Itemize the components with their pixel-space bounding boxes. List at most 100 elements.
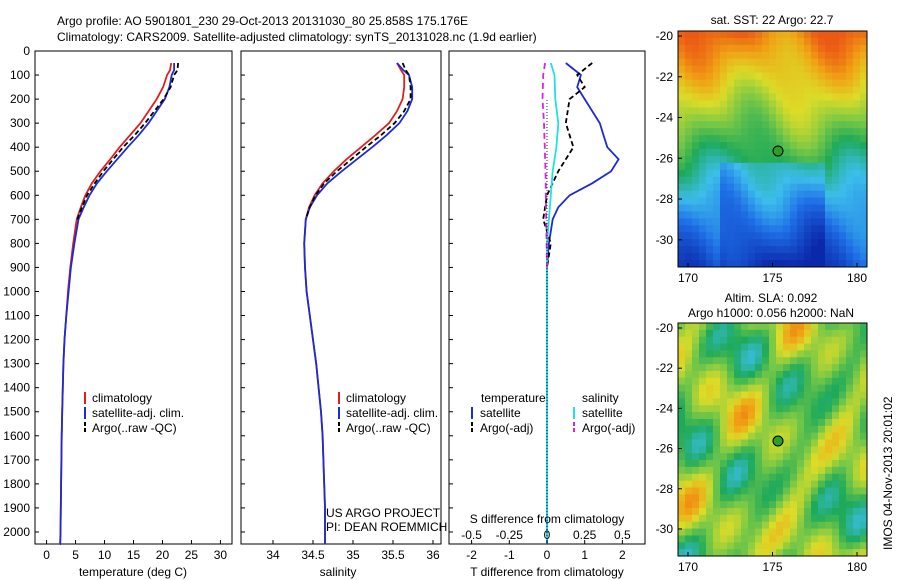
- sst-map-cell: [769, 79, 777, 88]
- sst-map-cell: [741, 225, 749, 233]
- sst-map-cell: [839, 128, 847, 136]
- sst-map-cell: [790, 31, 798, 39]
- sst-map-cell: [748, 225, 756, 233]
- sla-map-cell: [748, 377, 756, 386]
- sla-map-cell: [818, 439, 826, 447]
- sst-map-cell: [853, 183, 861, 192]
- sla-map-cell: [804, 364, 812, 372]
- sla-map-cell: [839, 508, 847, 516]
- sla-map-cell: [748, 501, 756, 509]
- sst-map-cell: [699, 225, 707, 233]
- sst-map-cell: [692, 79, 700, 88]
- sla-map-cell: [748, 446, 756, 454]
- sst-map-cell: [839, 58, 847, 67]
- sla-map-cell: [748, 460, 756, 468]
- depth-tick-label: 1600: [3, 429, 30, 443]
- sla-map-cell: [846, 357, 854, 365]
- sla-map-title-line1: Altim. SLA: 0.092: [725, 291, 818, 305]
- sla-map-cell: [762, 508, 770, 516]
- sla-map-cell: [678, 535, 686, 543]
- sst-map-cell: [755, 197, 763, 206]
- sst-map-cell: [748, 72, 756, 81]
- s-tick-label: 0.5: [614, 528, 631, 542]
- sla-map-cell: [706, 535, 714, 543]
- sst-map-cell: [741, 86, 749, 94]
- sla-map-cell: [706, 343, 714, 351]
- sla-map-cell: [832, 473, 840, 482]
- sla-map-cell: [741, 501, 749, 509]
- sst-map-cell: [811, 218, 819, 226]
- sla-map-cell: [678, 466, 686, 475]
- sla-map-cell: [804, 343, 812, 351]
- sla-map-cell: [783, 412, 791, 420]
- sst-map-cell: [741, 142, 749, 150]
- sla-map-cell: [692, 501, 700, 509]
- sla-map-cell: [741, 514, 749, 523]
- sst-map-cell: [678, 190, 686, 199]
- sla-map-cell: [713, 528, 721, 536]
- sst-map-cell: [804, 253, 812, 261]
- sla-map-cell: [853, 432, 861, 440]
- sst-map-cell: [825, 31, 833, 39]
- sla-map-cell: [818, 357, 826, 365]
- sst-map-cell: [832, 169, 840, 178]
- sst-map-cell: [804, 44, 812, 53]
- sst-map-cell: [720, 190, 728, 199]
- sst-map-cell: [762, 51, 770, 60]
- sla-map-cell: [692, 453, 700, 461]
- sst-map-cell: [699, 162, 707, 171]
- sst-map-cell: [755, 260, 763, 268]
- sla-map-cell: [853, 466, 861, 475]
- sla-map-cell: [762, 480, 770, 488]
- sst-map-cell: [818, 218, 826, 226]
- sst-map-cell: [755, 44, 763, 53]
- sla-map-cell: [755, 391, 763, 399]
- sst-map-cell: [720, 128, 728, 136]
- sla-map-cell: [755, 466, 763, 475]
- sst-map-cell: [783, 211, 791, 219]
- sst-map-cell: [762, 93, 770, 101]
- sst-map-cell: [804, 211, 812, 219]
- sla-map-cell: [804, 521, 812, 530]
- sla-map-cell: [699, 494, 707, 502]
- sst-map-cell: [692, 162, 700, 171]
- sst-map-cell: [818, 44, 826, 53]
- sla-map-cell: [797, 391, 805, 399]
- sst-map-cell: [762, 149, 770, 157]
- sla-map-cell: [762, 494, 770, 502]
- sst-map-cell: [734, 51, 742, 60]
- sst-map-cell: [825, 58, 833, 67]
- sla-map-cell: [860, 501, 868, 509]
- sst-map-cell: [818, 232, 826, 240]
- sla-map-cell: [790, 432, 798, 440]
- sst-map-cell: [692, 128, 700, 136]
- sst-map-cell: [706, 93, 714, 101]
- sst-map-cell: [685, 44, 693, 53]
- sst-map-cell: [748, 79, 756, 88]
- sst-map-cell: [811, 37, 819, 46]
- sla-map-cell: [769, 521, 777, 530]
- sla-map-cell: [762, 446, 770, 454]
- sla-map-cell: [678, 528, 686, 536]
- sst-map-cell: [860, 176, 868, 185]
- sla-map-cell: [776, 336, 784, 345]
- sla-map-cell: [790, 439, 798, 447]
- sst-map-cell: [797, 142, 805, 150]
- sla-map-cell: [762, 398, 770, 406]
- sla-map-cell: [692, 508, 700, 516]
- sst-map-cell: [853, 65, 861, 74]
- sla-map-cell: [706, 514, 714, 523]
- sst-map-cell: [762, 65, 770, 74]
- sla-map-cell: [797, 432, 805, 440]
- sst-map-cell: [762, 114, 770, 122]
- sla-map-cell: [699, 343, 707, 351]
- sst-map-cell: [713, 114, 721, 122]
- sla-map-cell: [762, 521, 770, 530]
- sla-map-cell: [685, 542, 693, 550]
- sst-map-cell: [692, 37, 700, 46]
- sla-map-cell: [832, 350, 840, 358]
- sst-map-cell: [685, 225, 693, 233]
- sla-map-cell: [846, 405, 854, 413]
- sst-map-cell: [776, 135, 784, 143]
- sla-map-cell: [818, 343, 826, 351]
